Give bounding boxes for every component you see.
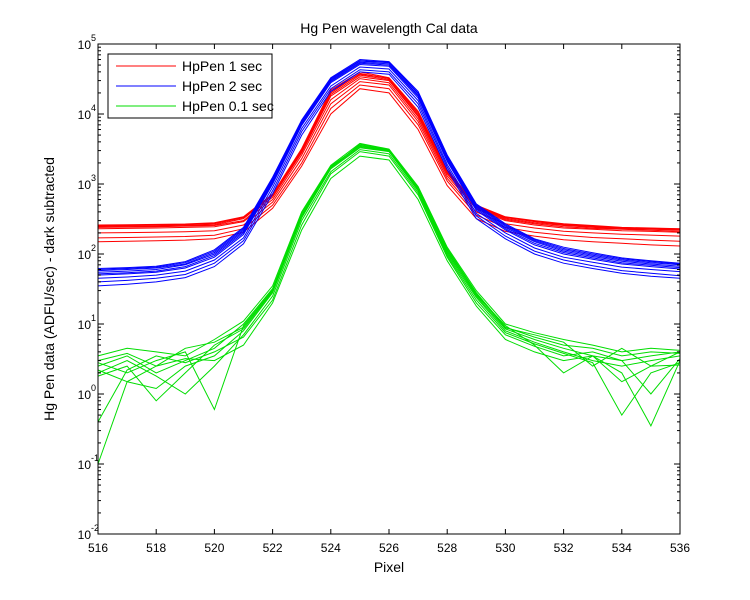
x-tick-label: 534 (612, 541, 632, 555)
series-0-line-6 (97, 84, 681, 242)
legend-label-0: HpPen 1 sec (182, 58, 262, 74)
x-tick-label: 530 (495, 541, 515, 555)
series-0-line-3 (97, 76, 681, 232)
chart-title: Hg Pen wavelength Cal data (300, 20, 478, 36)
y-tick-base: 10 (78, 318, 92, 332)
series-2-line-8 (97, 155, 681, 465)
y-tick-label: 10 -2 (78, 523, 99, 542)
x-tick-label: 536 (670, 541, 690, 555)
y-tick-exponent: 2 (91, 243, 96, 253)
series-0 (97, 71, 681, 247)
series-1-line-8 (97, 58, 681, 269)
data-layer (97, 58, 681, 465)
legend-label-1: HpPen 2 sec (182, 78, 262, 94)
y-tick-base: 10 (78, 178, 92, 192)
y-tick-exponent: 3 (91, 173, 96, 183)
x-tick-label: 528 (437, 541, 457, 555)
series-2 (97, 142, 681, 465)
series-0-line-8 (97, 73, 681, 230)
series-1-line-5 (97, 66, 681, 279)
series-1-line-2 (97, 61, 681, 273)
y-tick-exponent: -2 (91, 523, 99, 533)
x-tick-label: 522 (263, 541, 283, 555)
series-2-line-6 (97, 149, 681, 417)
y-tick-exponent: 4 (91, 103, 96, 113)
y-tick-exponent: 0 (91, 383, 96, 393)
series-2-line-3 (97, 146, 681, 428)
legend-label-2: HpPen 0.1 sec (182, 98, 274, 114)
series-1-line-3 (97, 62, 681, 275)
legend: HpPen 1 sec HpPen 2 sec HpPen 0.1 sec (107, 53, 274, 119)
y-tick-base: 10 (78, 528, 92, 542)
x-tick-label: 532 (554, 541, 574, 555)
y-tick-exponent: -1 (91, 453, 99, 463)
series-2-line-4 (97, 144, 681, 411)
x-axis-label: Pixel (374, 559, 404, 575)
y-tick-label: 10 3 (78, 173, 96, 192)
plot-area (98, 44, 680, 534)
series-1 (97, 58, 681, 287)
series-1-line-7 (97, 71, 681, 287)
series-0-line-7 (97, 88, 681, 247)
series-1-line-4 (97, 63, 681, 276)
y-tick-base: 10 (78, 108, 92, 122)
x-tick-label: 524 (321, 541, 341, 555)
x-tick-label: 526 (379, 541, 399, 555)
series-1-line-1 (97, 60, 681, 272)
y-tick-label: 10 4 (78, 103, 96, 122)
x-tick-label: 520 (204, 541, 224, 555)
x-tick-label: 518 (146, 541, 166, 555)
y-tick-label: 10 0 (78, 383, 96, 402)
series-0-line-2 (97, 74, 681, 231)
y-tick-label: 10 2 (78, 243, 96, 262)
series-1-line-6 (97, 69, 681, 283)
y-tick-label: 10 5 (78, 33, 96, 52)
series-2-line-5 (97, 142, 681, 357)
y-tick-base: 10 (78, 38, 92, 52)
y-tick-base: 10 (78, 248, 92, 262)
series-0-line-5 (97, 81, 681, 237)
y-tick-base: 10 (78, 458, 92, 472)
y-tick-base: 10 (78, 388, 92, 402)
y-tick-exponent: 5 (91, 33, 96, 43)
series-0-line-4 (97, 78, 681, 233)
y-axis-label: Hg Pen data (ADFU/sec) - dark subtracted (41, 157, 57, 421)
y-tick-exponent: 1 (91, 313, 96, 323)
y-tick-label: 10 1 (78, 313, 96, 332)
y-tick-label: 10 -1 (78, 453, 99, 472)
x-tick-label: 516 (88, 541, 108, 555)
